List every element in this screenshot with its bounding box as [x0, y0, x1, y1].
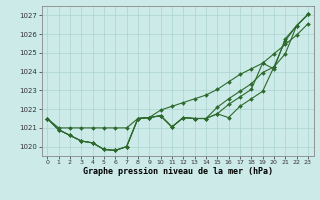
X-axis label: Graphe pression niveau de la mer (hPa): Graphe pression niveau de la mer (hPa): [83, 167, 273, 176]
